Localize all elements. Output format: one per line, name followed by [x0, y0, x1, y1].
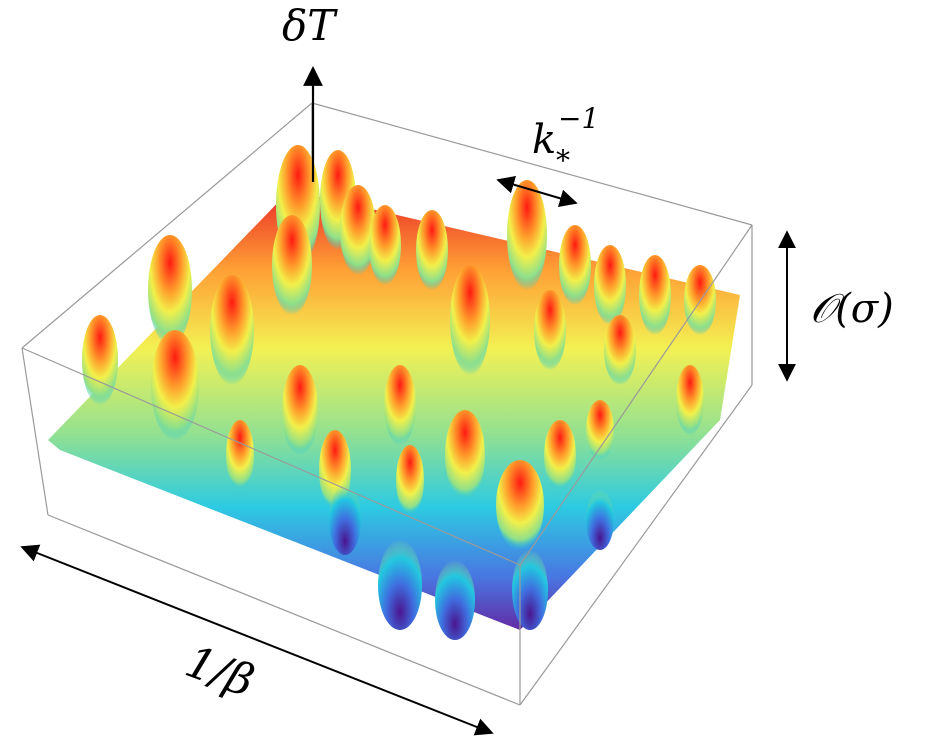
surface-peak: [282, 365, 318, 455]
surface-well: [378, 540, 422, 630]
surface-peak: [340, 185, 376, 275]
surface-peak: [594, 245, 626, 325]
surface-peak: [507, 180, 547, 290]
amplitude-label: 𝒪(σ): [810, 286, 894, 332]
surface-peak: [559, 225, 591, 305]
surface-well: [512, 550, 548, 630]
surface-peak: [384, 365, 416, 445]
vertical-axis-label: δT: [282, 1, 338, 50]
surface-peak: [369, 205, 401, 285]
surface-well: [435, 560, 475, 640]
surface-peak: [445, 410, 485, 500]
surface-peak: [210, 275, 254, 385]
surface-peak: [639, 255, 671, 335]
surface-peak: [450, 265, 490, 375]
correlation-length-base: k: [532, 117, 556, 163]
correlation-length-sup: −1: [558, 102, 599, 135]
surface-peak: [396, 445, 424, 515]
surface-well: [586, 490, 614, 550]
correlation-length-sub: *: [556, 144, 570, 177]
surface-peak: [544, 420, 576, 490]
correlation-length-label: k * −1: [532, 102, 599, 177]
surface-peak: [496, 460, 544, 550]
surface-peak: [604, 315, 636, 385]
surface-peak: [148, 235, 192, 345]
surface-peak: [151, 330, 199, 440]
surface-peak: [676, 365, 704, 435]
surface-peak: [534, 290, 566, 370]
surface-peak: [586, 400, 614, 460]
correlation-length-arrow: [496, 175, 578, 208]
extent-arrow: [20, 544, 494, 736]
field-blobs: [82, 145, 716, 640]
surface-peak: [272, 215, 312, 315]
surface-peak: [684, 265, 716, 335]
extent-label: 1/β: [179, 636, 261, 707]
surface-peak: [82, 315, 118, 405]
surface-peak: [226, 420, 254, 490]
field-surface: [48, 145, 740, 640]
surface-well: [329, 485, 361, 555]
surface-peak: [416, 210, 448, 290]
